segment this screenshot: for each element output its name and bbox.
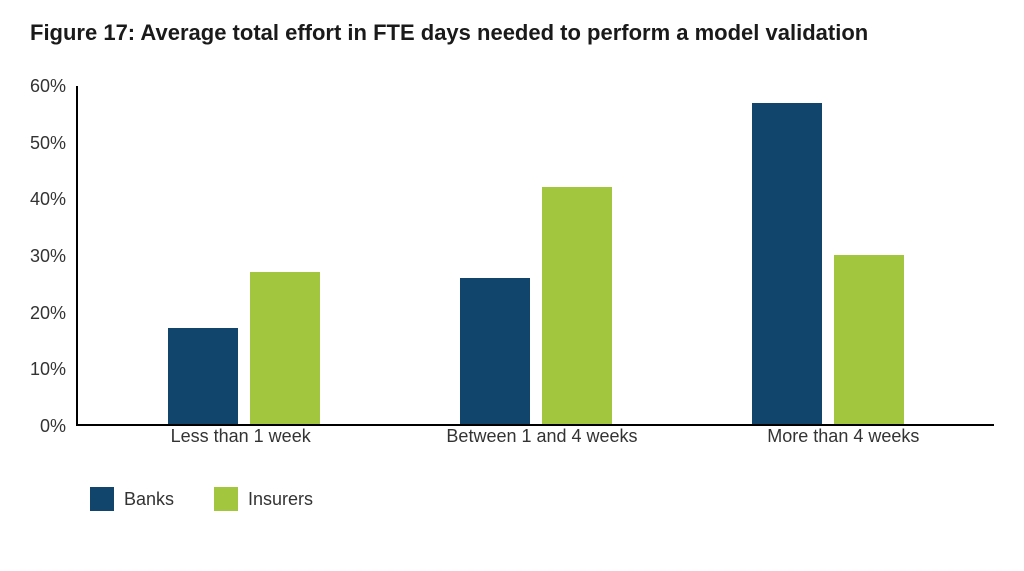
legend-item: Insurers — [214, 487, 313, 511]
x-axis: Less than 1 weekBetween 1 and 4 weeksMor… — [90, 426, 994, 447]
y-axis: 60%50%40%30%20%10%0% — [30, 86, 76, 426]
plot-area — [76, 86, 994, 426]
figure-container: Figure 17: Average total effort in FTE d… — [0, 0, 1024, 571]
legend-label: Banks — [124, 489, 174, 510]
x-axis-row: Less than 1 weekBetween 1 and 4 weeksMor… — [30, 426, 994, 447]
chart: 60%50%40%30%20%10%0% — [30, 86, 994, 426]
x-tick-label: More than 4 weeks — [693, 426, 994, 447]
legend: Banks Insurers — [90, 487, 994, 511]
plot-frame — [76, 86, 994, 426]
x-tick-label: Less than 1 week — [90, 426, 391, 447]
bar — [460, 278, 530, 424]
bar — [834, 255, 904, 424]
bar — [752, 103, 822, 424]
bar — [250, 272, 320, 424]
bar-group — [682, 86, 974, 424]
x-tick-label: Between 1 and 4 weeks — [391, 426, 692, 447]
bar-group — [98, 86, 390, 424]
legend-item: Banks — [90, 487, 174, 511]
legend-swatch — [214, 487, 238, 511]
legend-swatch — [90, 487, 114, 511]
bar-group — [390, 86, 682, 424]
bar — [168, 328, 238, 424]
bar-groups — [78, 86, 994, 424]
bar — [542, 187, 612, 424]
legend-label: Insurers — [248, 489, 313, 510]
figure-title: Figure 17: Average total effort in FTE d… — [30, 20, 994, 46]
